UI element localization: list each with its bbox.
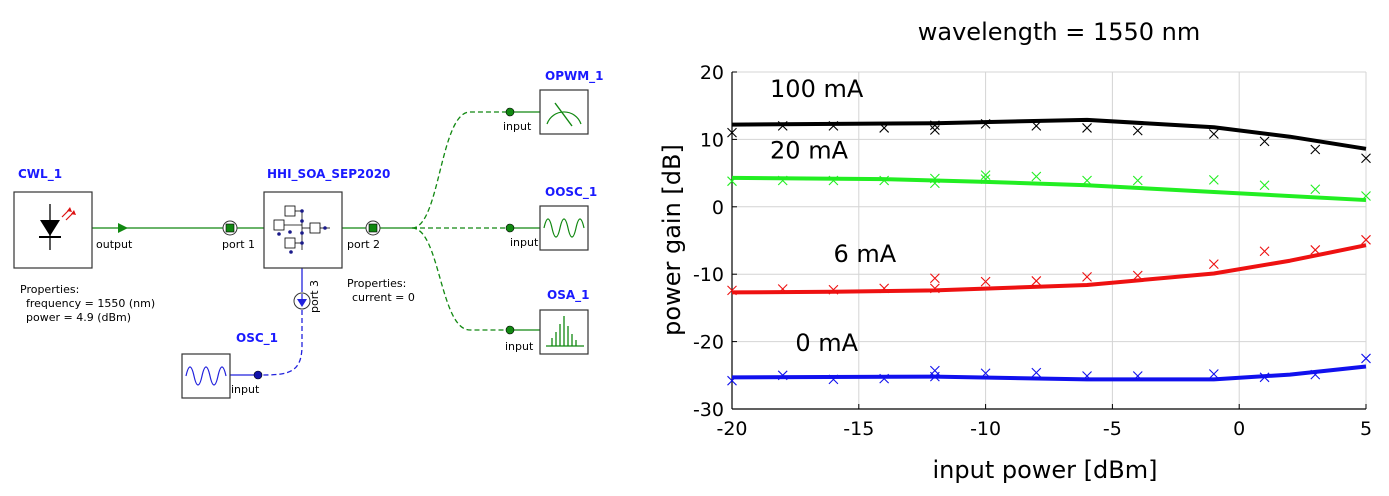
x-tick-label: -10 (970, 418, 1001, 440)
spectrum-analyzer-component[interactable] (540, 310, 588, 354)
y-tick-label: -30 (693, 399, 724, 421)
soa-port2-label: port 2 (347, 238, 380, 251)
circuit-schematic: CWL_1 output Properties: frequency = 155… (0, 0, 660, 496)
data-point-marker (1209, 369, 1218, 378)
data-point-marker (1032, 172, 1041, 181)
y-tick-label: 0 (712, 197, 724, 219)
x-tick-label: -20 (716, 418, 747, 440)
data-point-marker (1260, 137, 1269, 146)
optical-oscilloscope-component[interactable] (540, 206, 588, 250)
power-meter-component[interactable] (540, 90, 588, 134)
series-line (732, 178, 1366, 200)
chart-title: wavelength = 1550 nm (918, 18, 1200, 46)
data-point-marker (1083, 123, 1092, 132)
output-port-arrow-icon[interactable] (118, 223, 128, 233)
electrical-wires (230, 268, 302, 375)
cwl-port-label: output (96, 238, 133, 251)
data-point-marker (1311, 185, 1320, 194)
soa-port3-label: port 3 (308, 280, 321, 313)
oosc-port-label: input (510, 236, 539, 249)
x-axis-label: input power [dBm] (933, 456, 1158, 484)
cwl-property-power: power = 4.9 (dBm) (26, 311, 131, 324)
soa-properties-title: Properties: (347, 277, 406, 290)
data-point-marker (1311, 245, 1320, 254)
x-tick-label: 0 (1233, 418, 1245, 440)
osc-label: OSC_1 (236, 331, 278, 346)
gain-chart: wavelength = 1550 nm -20 -15 -10 -5 0 5-30-20… (640, 0, 1389, 496)
y-tick-label: 20 (700, 62, 724, 84)
opwm-port[interactable] (506, 108, 514, 116)
series-label: 20 mA (770, 136, 849, 164)
series-label: 100 mA (770, 75, 864, 103)
soa-port1-label: port 1 (222, 238, 255, 251)
x-tick-label: 5 (1360, 418, 1372, 440)
data-point-marker (1209, 175, 1218, 184)
opwm-label: OPWM_1 (545, 69, 604, 84)
osa-label: OSA_1 (547, 288, 589, 303)
data-point-marker (1260, 181, 1269, 190)
data-point-marker (1133, 176, 1142, 185)
soa-label: HHI_SOA_SEP2020 (267, 167, 390, 182)
osc-port[interactable] (254, 371, 262, 379)
soa-port1[interactable] (223, 221, 237, 235)
data-point-marker (1032, 276, 1041, 285)
oosc-label: OOSC_1 (545, 185, 597, 200)
oosc-port[interactable] (506, 224, 514, 232)
series-label: 6 mA (833, 240, 896, 268)
soa-port2[interactable] (366, 221, 380, 235)
y-tick-label: -10 (693, 264, 724, 286)
osa-port[interactable] (506, 326, 514, 334)
x-tick-label: -15 (843, 418, 874, 440)
data-point-marker (930, 274, 939, 283)
soa-property-current: current = 0 (352, 291, 415, 304)
series-labels: 100 mA 20 mA 6 mA 0 mA (770, 75, 897, 357)
cwl-properties-title: Properties: (20, 283, 79, 296)
x-tick-label: -5 (1103, 418, 1122, 440)
data-point-marker (1311, 145, 1320, 154)
opwm-port-label: input (503, 120, 532, 133)
series-label: 0 mA (795, 329, 858, 357)
osa-port-label: input (505, 340, 534, 353)
data-point-marker (930, 125, 939, 134)
y-tick-label: -20 (693, 332, 724, 354)
data-point-marker (1133, 126, 1142, 135)
data-point-marker (1032, 368, 1041, 377)
data-point-marker (1209, 260, 1218, 269)
series-line (732, 367, 1366, 380)
cwl-property-frequency: frequency = 1550 (nm) (26, 297, 155, 310)
data-point-marker (1209, 130, 1218, 139)
y-tick-label: 10 (700, 129, 724, 151)
data-point-marker (1260, 247, 1269, 256)
soa-component[interactable] (264, 192, 342, 268)
y-axis-label: power gain [dB] (658, 144, 686, 336)
oscillator-component[interactable] (182, 354, 230, 398)
cwl-label: CWL_1 (18, 167, 62, 182)
series-line (732, 245, 1366, 292)
laser-component[interactable] (14, 192, 92, 268)
osc-port-label: input (231, 383, 260, 396)
